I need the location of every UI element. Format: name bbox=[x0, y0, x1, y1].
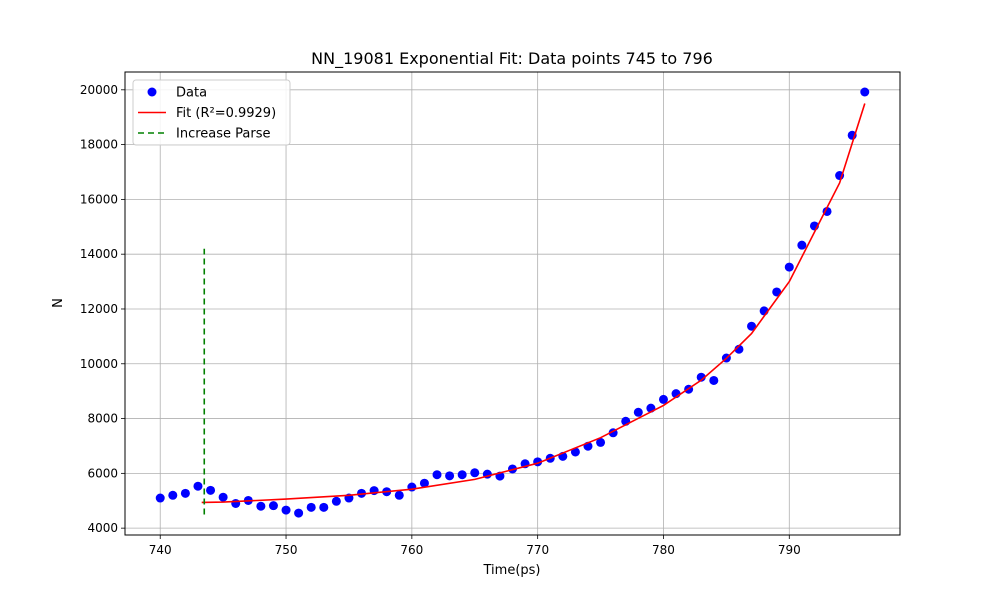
x-tick-label: 790 bbox=[778, 543, 801, 557]
y-axis-label: N bbox=[51, 298, 66, 308]
legend-marker-data bbox=[147, 87, 157, 97]
data-point bbox=[658, 394, 668, 404]
legend: Data Fit (R²=0.9929) Increase Parse bbox=[132, 79, 291, 146]
data-point bbox=[180, 488, 190, 498]
x-axis: 740 750 760 770 780 790 bbox=[149, 535, 801, 557]
data-point bbox=[457, 470, 467, 480]
data-point bbox=[155, 493, 165, 503]
data-point bbox=[231, 498, 241, 508]
x-axis-label: Time(ps) bbox=[483, 563, 541, 578]
data-point bbox=[747, 321, 757, 331]
x-tick-label: 750 bbox=[275, 543, 298, 557]
x-tick-label: 780 bbox=[652, 543, 675, 557]
data-point bbox=[256, 501, 266, 511]
data-point bbox=[696, 372, 706, 382]
grid bbox=[125, 72, 900, 535]
data-point bbox=[319, 502, 329, 512]
data-point bbox=[709, 375, 719, 385]
legend-label: Fit (R²=0.9929) bbox=[176, 106, 276, 121]
data-point bbox=[294, 508, 304, 518]
data-point bbox=[193, 481, 203, 491]
data-point bbox=[784, 262, 794, 272]
y-tick-label: 14000 bbox=[80, 247, 118, 261]
data-point bbox=[596, 437, 606, 447]
x-tick-label: 770 bbox=[526, 543, 549, 557]
y-tick-label: 18000 bbox=[80, 138, 118, 152]
data-point bbox=[281, 505, 291, 515]
y-tick-label: 6000 bbox=[87, 466, 118, 480]
data-point bbox=[218, 492, 228, 502]
axes-frame bbox=[124, 71, 901, 536]
data-point bbox=[860, 87, 870, 97]
data-point bbox=[168, 490, 178, 500]
legend-box bbox=[132, 79, 291, 146]
legend-label: Increase Parse bbox=[176, 127, 271, 142]
data-point bbox=[570, 447, 580, 457]
x-tick-label: 760 bbox=[400, 543, 423, 557]
y-tick-label: 20000 bbox=[80, 83, 118, 97]
data-point bbox=[268, 501, 278, 511]
y-tick-label: 10000 bbox=[80, 357, 118, 371]
fit-line bbox=[201, 103, 866, 504]
data-point bbox=[394, 490, 404, 500]
y-tick-label: 16000 bbox=[80, 192, 118, 206]
legend-label: Data bbox=[176, 86, 207, 101]
data-point bbox=[772, 287, 782, 297]
y-tick-label: 12000 bbox=[80, 302, 118, 316]
data-point bbox=[734, 344, 744, 354]
data-point bbox=[306, 502, 316, 512]
data-point bbox=[419, 478, 429, 488]
data-point bbox=[633, 407, 643, 417]
y-tick-label: 8000 bbox=[87, 412, 118, 426]
y-tick-label: 4000 bbox=[87, 521, 118, 535]
chart-title: NN_19081 Exponential Fit: Data points 74… bbox=[311, 49, 713, 69]
data-point bbox=[432, 470, 442, 480]
x-tick-label: 740 bbox=[149, 543, 172, 557]
plot-area bbox=[155, 87, 870, 518]
data-point bbox=[206, 485, 216, 495]
data-point bbox=[797, 240, 807, 250]
y-axis: 4000 6000 8000 10000 12000 14000 16000 18000 200… bbox=[80, 83, 125, 535]
data-point bbox=[331, 496, 341, 506]
data-point bbox=[470, 468, 480, 478]
data-point bbox=[445, 471, 455, 481]
